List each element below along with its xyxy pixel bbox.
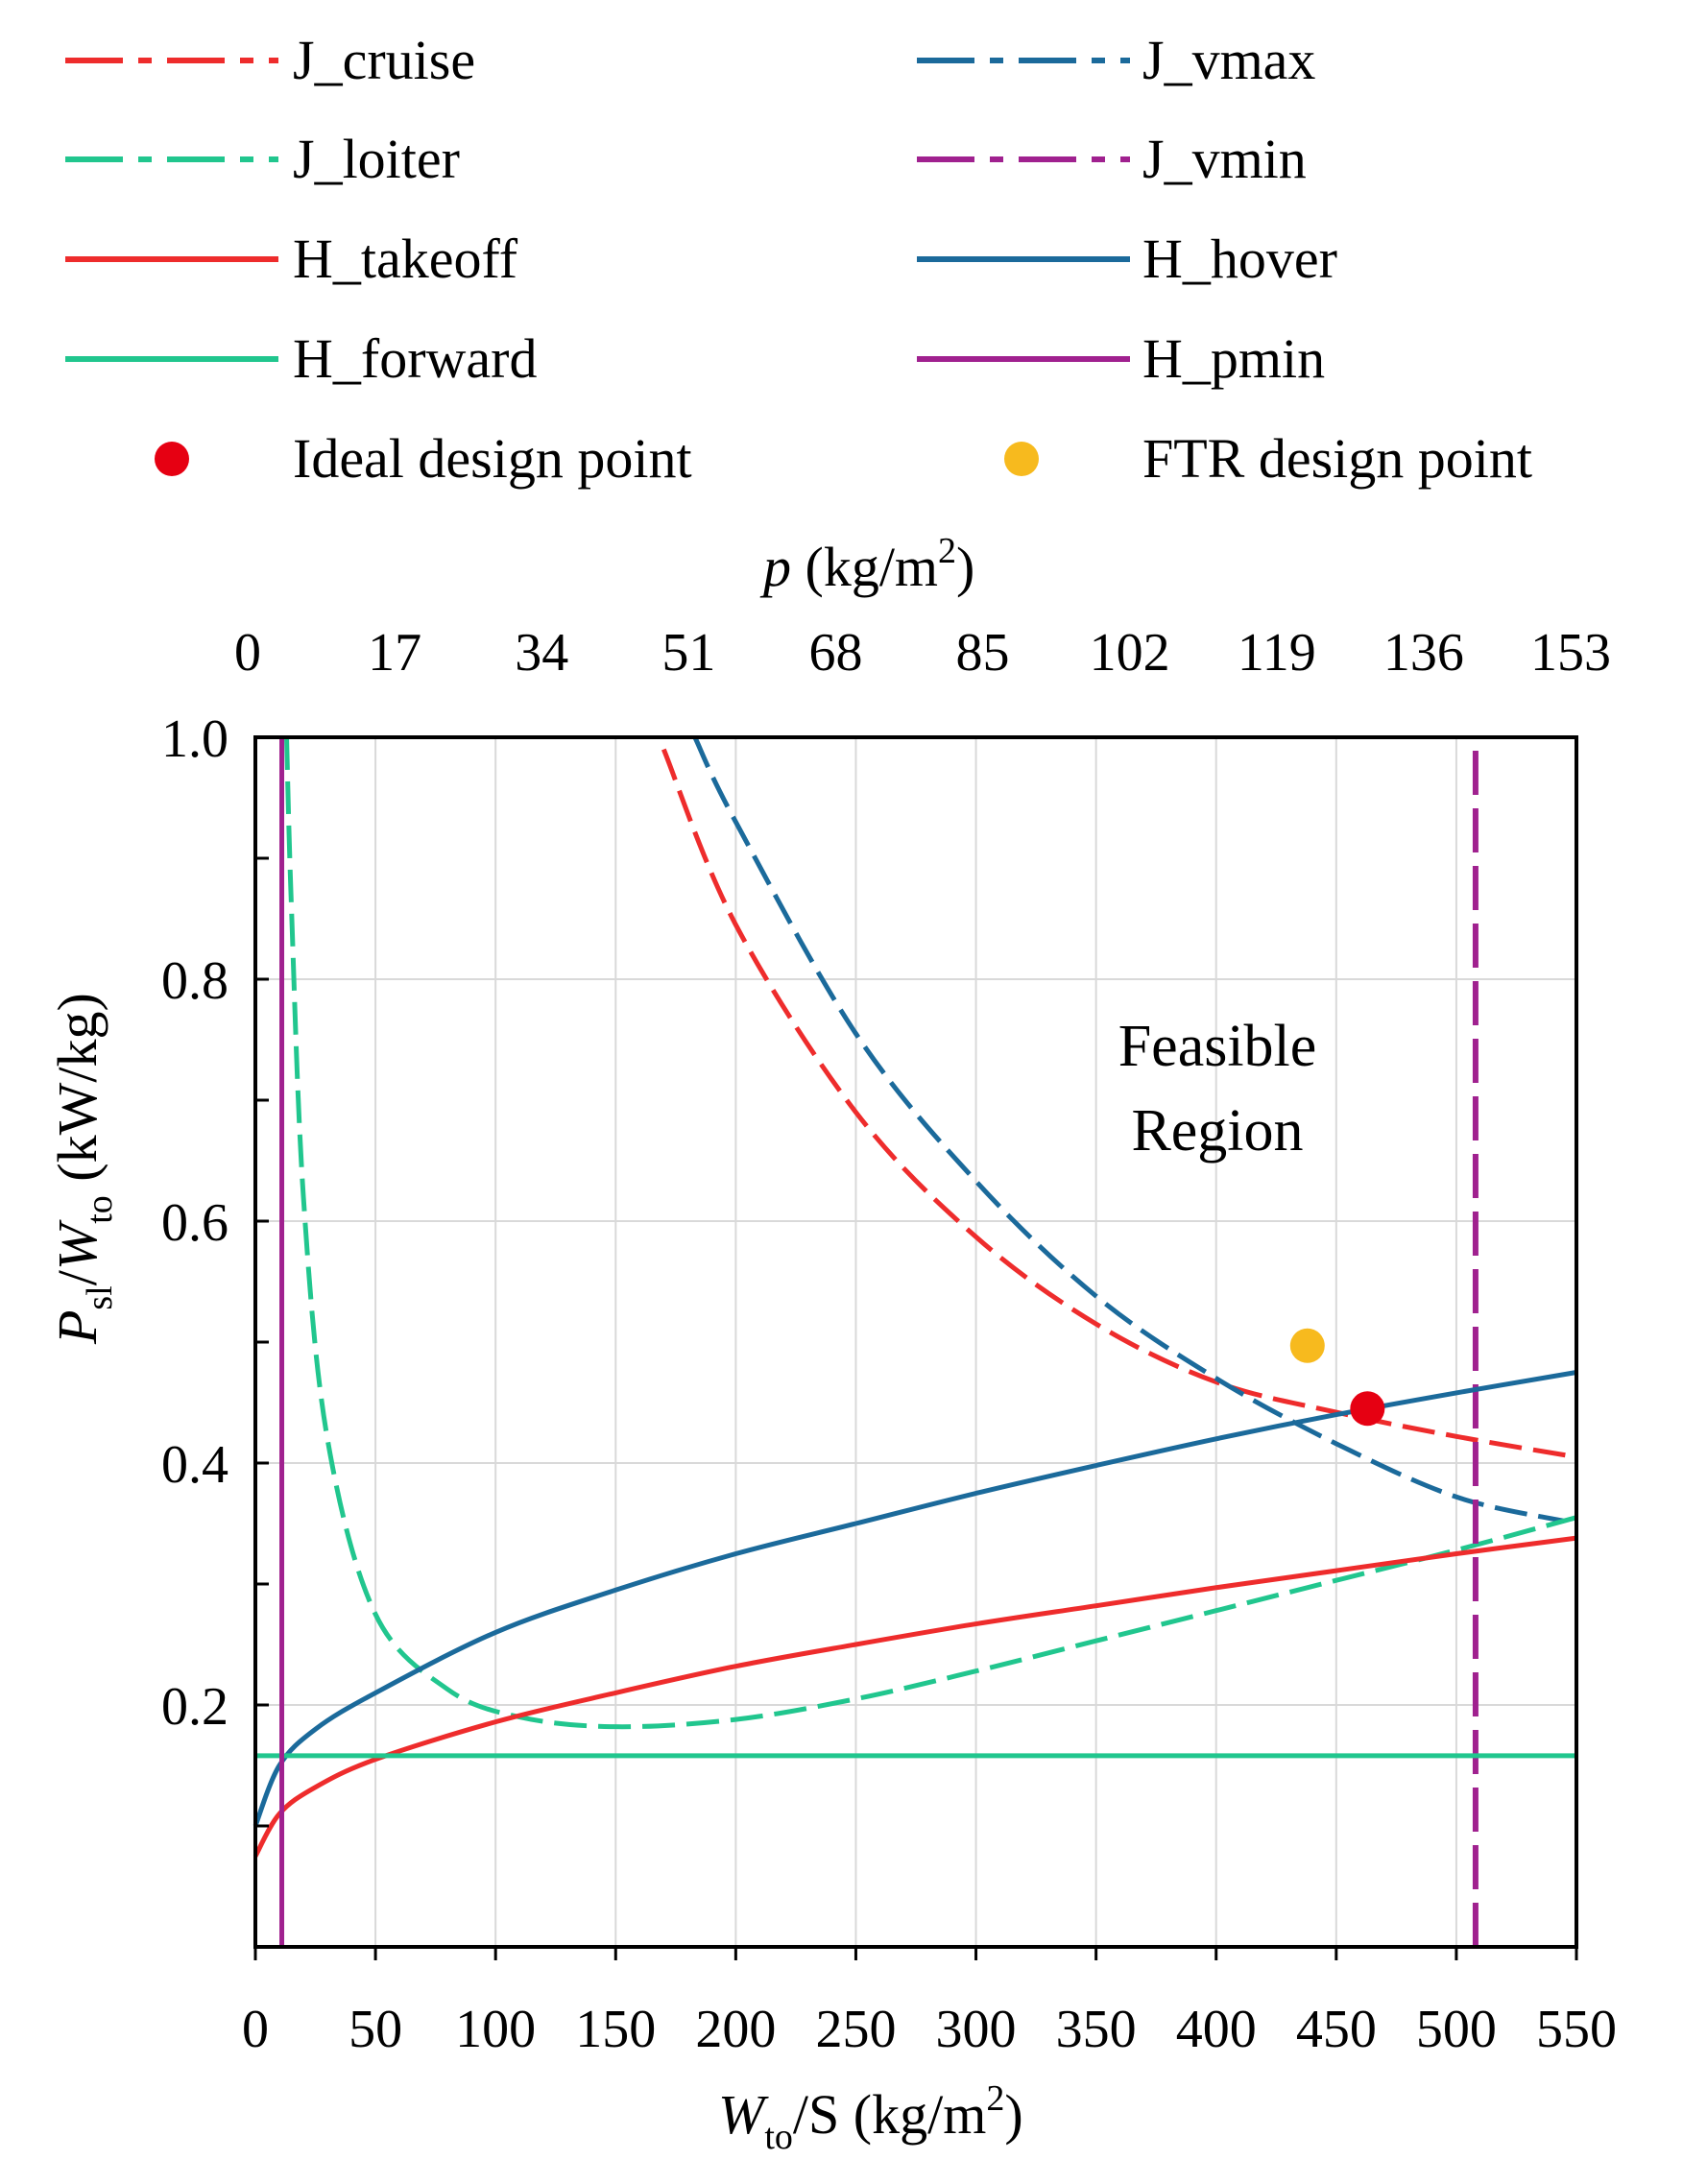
legend-label-j-loiter: J_loiter: [293, 128, 460, 190]
series-h-hover: [252, 1370, 1577, 1827]
bottom-axis-title-close: ): [1004, 2083, 1022, 2146]
bottom-axis-title: Wto/S (kg/m2): [718, 2078, 1023, 2157]
x-tick-label: 550: [1536, 2000, 1617, 2059]
x-tick-label: 400: [1176, 2000, 1257, 2059]
legend: J_cruise J_vmax J_loiter J_vmin H_takeof…: [65, 29, 1532, 490]
x-tick-label: 350: [1056, 2000, 1137, 2059]
x2-tick-label: 119: [1238, 623, 1316, 683]
legend-label-j-vmin: J_vmin: [1142, 128, 1307, 190]
bottom-axis-title-rest: /S (kg/m: [793, 2083, 986, 2146]
legend-label-h-hover: H_hover: [1142, 228, 1337, 290]
y-tick-label: 0.6: [161, 1193, 228, 1253]
x-tick-label: 100: [455, 2000, 536, 2059]
y-axis-title-slash: /: [46, 1269, 108, 1285]
series-layer: [252, 735, 1577, 1947]
annotation-feasible: Feasible: [1118, 1014, 1317, 1079]
x2-tick-label: 0: [234, 623, 261, 683]
series-j-loiter: [284, 736, 1577, 1730]
x-tick-label: 150: [575, 2000, 656, 2059]
x-tick-label: 50: [349, 2000, 402, 2059]
x-tick-label: 0: [242, 2000, 269, 2059]
y-axis-title-to: to: [80, 1195, 120, 1224]
bottom-axis-title-w: W: [718, 2083, 769, 2146]
grid: [255, 737, 1576, 1947]
points-layer: [1289, 1328, 1385, 1427]
legend-marker-ideal-design-point: [155, 442, 189, 476]
legend-label-h-takeoff: H_takeoff: [293, 228, 518, 290]
x2-tick-label: 102: [1090, 623, 1170, 683]
legend-marker-ftr-design-point: [1004, 442, 1039, 476]
x-tick-label: 450: [1296, 2000, 1377, 2059]
x2-tick-label: 17: [368, 623, 421, 683]
ticks-layer: 0 50 100 150 200 250 300 350 400 450 500 550 0 17 34 51…: [161, 623, 1617, 2059]
x2-tick-label: 34: [515, 623, 568, 683]
x-tick-label: 200: [695, 2000, 776, 2059]
y-axis-title-unit: (kW/kg): [46, 993, 108, 1195]
bottom-axis-title-sub: to: [764, 2117, 793, 2157]
x2-tick-label: 153: [1530, 623, 1611, 683]
legend-label-ftr-design-point: FTR design point: [1142, 427, 1532, 490]
series-j-vmax: [692, 735, 1566, 1524]
x-tick-label: 500: [1416, 2000, 1497, 2059]
top-axis-title-p: p: [759, 536, 791, 598]
legend-label-h-forward: H_forward: [293, 327, 537, 390]
x-tick-label: 300: [936, 2000, 1017, 2059]
y-axis-title-p: P: [46, 1310, 108, 1345]
legend-label-ideal-design-point: Ideal design point: [293, 427, 692, 490]
series-j-cruise: [661, 748, 1577, 1460]
y-tick-label: 1.0: [161, 709, 228, 769]
series-h-takeoff: [252, 1535, 1577, 1858]
x-tick-label: 250: [815, 2000, 896, 2059]
ftr-design-point: [1289, 1328, 1325, 1363]
annotation-region: Region: [1131, 1098, 1303, 1164]
top-axis-title: p (kg/m2): [759, 531, 974, 598]
top-axis-title-sup: 2: [938, 531, 956, 571]
legend-label-j-vmax: J_vmax: [1142, 29, 1315, 91]
ideal-design-point: [1350, 1391, 1385, 1427]
y-axis-title: Psl/Wto (kW/kg): [46, 993, 120, 1345]
legend-label-h-pmin: H_pmin: [1142, 327, 1325, 390]
y-axis-title-w: W: [46, 1219, 108, 1270]
top-axis-title-unit: (kg/m: [791, 536, 938, 598]
y-axis-title-sl: sl: [80, 1285, 120, 1309]
legend-label-j-cruise: J_cruise: [293, 29, 475, 91]
x2-tick-label: 68: [808, 623, 862, 683]
bottom-axis-title-sup: 2: [986, 2078, 1004, 2119]
plot-frame: [253, 735, 1578, 1949]
x2-tick-label: 136: [1383, 623, 1464, 683]
y-tick-label: 0.8: [161, 951, 228, 1011]
x2-tick-label: 85: [956, 623, 1010, 683]
top-axis-title-close: ): [956, 536, 974, 598]
y-tick-label: 0.4: [161, 1435, 228, 1495]
x2-tick-label: 51: [661, 623, 715, 683]
y-tick-label: 0.2: [161, 1677, 228, 1737]
